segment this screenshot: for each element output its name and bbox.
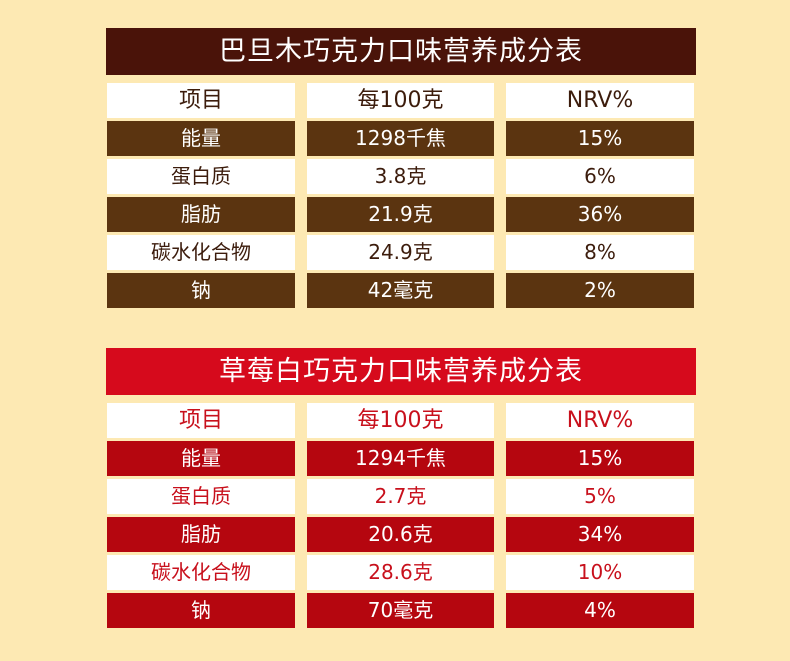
nutrient-nrv: 15% <box>506 121 694 156</box>
nutrient-amount: 21.9克 <box>307 197 494 232</box>
nutrient-nrv: 6% <box>506 159 694 194</box>
nutrient-name: 能量 <box>107 121 295 156</box>
header-row: 项目 每100克 NRV% <box>106 403 696 438</box>
nutrient-amount: 1294千焦 <box>307 441 494 476</box>
table-row-fat: 脂肪 20.6克 34% <box>106 517 696 552</box>
nutrient-amount: 28.6克 <box>307 555 494 590</box>
nutrient-name: 蛋白质 <box>107 479 295 514</box>
nutrient-name: 蛋白质 <box>107 159 295 194</box>
almond-chocolate-nutrition-table: 巴旦木巧克力口味营养成分表 项目 每100克 NRV% 能量 1298千焦 15… <box>106 28 696 308</box>
nutrient-name: 钠 <box>107 273 295 308</box>
nutrient-amount: 2.7克 <box>307 479 494 514</box>
header-item: 项目 <box>107 83 295 118</box>
table-row-carbohydrate: 碳水化合物 24.9克 8% <box>106 235 696 270</box>
nutrient-amount: 20.6克 <box>307 517 494 552</box>
nutrient-nrv: 8% <box>506 235 694 270</box>
nutrient-name: 脂肪 <box>107 197 295 232</box>
table-row-carbohydrate: 碳水化合物 28.6克 10% <box>106 555 696 590</box>
nutrient-amount: 3.8克 <box>307 159 494 194</box>
nutrient-nrv: 5% <box>506 479 694 514</box>
nutrient-amount: 70毫克 <box>307 593 494 628</box>
nutrient-amount: 1298千焦 <box>307 121 494 156</box>
nutrient-nrv: 2% <box>506 273 694 308</box>
nutrient-nrv: 10% <box>506 555 694 590</box>
header-row: 项目 每100克 NRV% <box>106 83 696 118</box>
nutrient-nrv: 4% <box>506 593 694 628</box>
table-row-energy: 能量 1294千焦 15% <box>106 441 696 476</box>
table-row-sodium: 钠 42毫克 2% <box>106 273 696 308</box>
nutrient-amount: 42毫克 <box>307 273 494 308</box>
nutrient-name: 碳水化合物 <box>107 235 295 270</box>
nutrient-nrv: 36% <box>506 197 694 232</box>
table-row-protein: 蛋白质 2.7克 5% <box>106 479 696 514</box>
table-row-protein: 蛋白质 3.8克 6% <box>106 159 696 194</box>
nutrient-nrv: 34% <box>506 517 694 552</box>
nutrient-name: 钠 <box>107 593 295 628</box>
nutrient-name: 碳水化合物 <box>107 555 295 590</box>
nutrient-nrv: 15% <box>506 441 694 476</box>
table-title: 草莓白巧克力口味营养成分表 <box>106 348 696 395</box>
table-title: 巴旦木巧克力口味营养成分表 <box>106 28 696 75</box>
header-nrv: NRV% <box>506 83 694 118</box>
header-per-100g: 每100克 <box>307 83 494 118</box>
table-row-fat: 脂肪 21.9克 36% <box>106 197 696 232</box>
header-nrv: NRV% <box>506 403 694 438</box>
nutrient-name: 能量 <box>107 441 295 476</box>
nutrient-amount: 24.9克 <box>307 235 494 270</box>
table-row-energy: 能量 1298千焦 15% <box>106 121 696 156</box>
nutrition-grid: 项目 每100克 NRV% 能量 1298千焦 15% 蛋白质 3.8克 6% … <box>106 83 696 308</box>
nutrition-grid: 项目 每100克 NRV% 能量 1294千焦 15% 蛋白质 2.7克 5% … <box>106 403 696 628</box>
nutrient-name: 脂肪 <box>107 517 295 552</box>
table-row-sodium: 钠 70毫克 4% <box>106 593 696 628</box>
header-per-100g: 每100克 <box>307 403 494 438</box>
strawberry-white-chocolate-nutrition-table: 草莓白巧克力口味营养成分表 项目 每100克 NRV% 能量 1294千焦 15… <box>106 348 696 628</box>
header-item: 项目 <box>107 403 295 438</box>
